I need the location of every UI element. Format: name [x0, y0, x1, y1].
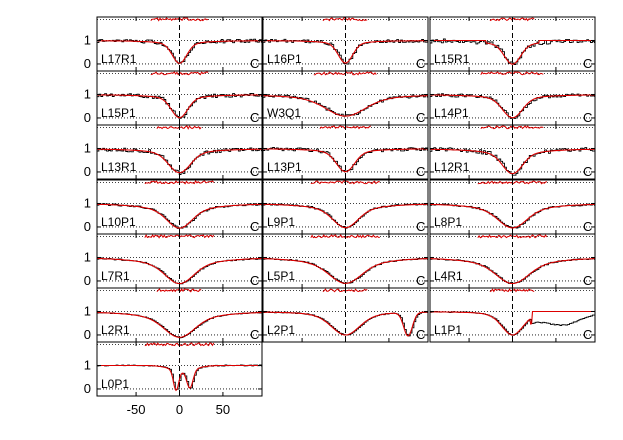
panel-corner-label: C [416, 327, 425, 342]
panel-l13p1: L13P1 C [262, 124, 429, 180]
panel-l7r1: L7R1 C [96, 233, 263, 289]
panel-label: L4R1 [434, 269, 463, 283]
y-tick-label: 1 [84, 195, 91, 210]
y-tick-label: 1 [84, 357, 91, 372]
panel-label: L15R1 [434, 52, 470, 66]
model-fit-series [430, 39, 595, 65]
panel-corner-label: C [250, 56, 259, 71]
panel-corner-label: C [583, 219, 592, 234]
y-tick-label: 1 [84, 303, 91, 318]
panel-label: L13R1 [101, 160, 137, 174]
panel-l15p1: L15P1 C [96, 70, 263, 126]
model-fit-series [97, 40, 262, 64]
model-fit-series [97, 203, 262, 229]
observed-series [97, 147, 262, 175]
panel-corner-label: C [250, 273, 259, 288]
panel-corner-label: C [416, 273, 425, 288]
panel-corner-label: C [583, 56, 592, 71]
panel-label: L9P1 [267, 215, 295, 229]
panel-label: L16P1 [267, 52, 302, 66]
panel-l2p1: L2P1 C [262, 287, 429, 343]
panel-label: L2R1 [101, 323, 130, 337]
panel-corner-label: C [416, 219, 425, 234]
panel-corner-label: C [250, 327, 259, 342]
y-tick-label: 1 [84, 32, 91, 47]
panel-l17r1: L17R1 C [96, 16, 263, 72]
panel-corner-label: C [416, 56, 425, 71]
axis-tick-label-layer: 0 1 0 1 0 1 0 1 0 1 0 1 0 1 -50 0 50 [84, 32, 230, 417]
panel-corner-label: C [583, 273, 592, 288]
model-fit-series [429, 148, 596, 175]
panel-label: L1P1 [434, 323, 462, 337]
panel-label: L0P1 [101, 377, 129, 391]
model-fit-series [97, 364, 262, 392]
y-tick-label: 0 [84, 273, 91, 288]
panel-corner-label: C [250, 219, 259, 234]
panel-l1p1: L1P1 C [429, 287, 596, 343]
y-tick-label: 0 [84, 327, 91, 342]
model-fit-series [263, 148, 428, 173]
panel-l12r1: L12R1 C [429, 124, 596, 180]
model-fit-series [263, 311, 428, 337]
panel-l14p1: L14P1 C [429, 70, 596, 126]
panel-l15r1: L15R1 C [429, 16, 596, 72]
panel-l2r1: L2R1 C [96, 287, 263, 343]
panel-label: L17R1 [101, 52, 137, 66]
panel-corner-label: C [583, 327, 592, 342]
panel-corner-label: C [583, 110, 592, 125]
x-tick-label: -50 [127, 402, 146, 417]
panel-l4r1: L4R1 C [429, 233, 596, 289]
observed-series [430, 38, 595, 65]
panel-label: L7R1 [101, 269, 130, 283]
y-tick-label: 0 [84, 381, 91, 396]
y-tick-label: 1 [84, 249, 91, 264]
panel-label: L12R1 [434, 160, 470, 174]
panel-corner-label: C [416, 164, 425, 179]
panel-label: L15P1 [101, 106, 136, 120]
x-tick-label: 50 [216, 402, 230, 417]
model-fit-series [430, 94, 595, 119]
model-fit-series [97, 257, 262, 285]
y-tick-label: 1 [84, 86, 91, 101]
panel-l16p1: L16P1 C [262, 16, 429, 72]
model-fit-series [96, 311, 263, 338]
model-fit-series [263, 95, 428, 117]
panel-label: L8P1 [434, 215, 462, 229]
panel-label: L2P1 [267, 323, 295, 337]
y-tick-label: 0 [84, 110, 91, 125]
y-tick-label: 1 [84, 140, 91, 155]
panel-l13r1: L13R1 C [96, 124, 263, 180]
panel-corner-label: C [583, 164, 592, 179]
model-fit-series [263, 258, 428, 284]
y-tick-label: 0 [84, 56, 91, 71]
panel-label: L10P1 [101, 215, 136, 229]
model-fit-series [263, 203, 428, 229]
panel-label: L5P1 [267, 269, 295, 283]
y-tick-label: 0 [84, 164, 91, 179]
panel-label: L13P1 [267, 160, 302, 174]
panel-l0p1: L0P1 [96, 341, 263, 397]
panel-label: L14P1 [434, 106, 469, 120]
panel-l5p1: L5P1 C [262, 233, 429, 289]
model-fit-series [97, 148, 262, 174]
panel-w3q1: W3Q1 C [262, 70, 429, 126]
model-fit-series [430, 203, 595, 229]
panel-label: W3Q1 [267, 106, 301, 120]
panel-corner-label: C [250, 164, 259, 179]
model-fit-series [97, 94, 262, 119]
observed-series [97, 92, 262, 119]
panel-corner-label: C [416, 110, 425, 125]
y-tick-label: 0 [84, 219, 91, 234]
panel-l10p1: L10P1 C [96, 179, 263, 235]
panel-l9p1: L9P1 C [262, 179, 429, 235]
panel-l8p1: L8P1 C [429, 179, 596, 235]
panel-corner-label: C [250, 110, 259, 125]
model-fit-series [430, 310, 595, 336]
model-fit-series [263, 40, 428, 64]
x-tick-label: 0 [176, 402, 183, 417]
model-fit-series [429, 258, 596, 285]
